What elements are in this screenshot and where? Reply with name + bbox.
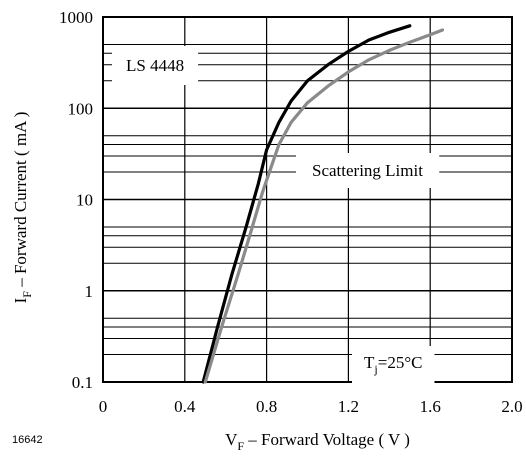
x-tick-label: 0.8 <box>256 397 277 416</box>
x-axis-label-main: V <box>225 430 238 449</box>
scattering-limit-label: Scattering Limit <box>312 161 423 180</box>
device-annotation: LS 4448 <box>112 46 199 85</box>
y-axis-label-rest: – Forward Current ( mA ) <box>11 112 30 291</box>
y-tick-labels: 0.1 1 10 100 1000 <box>59 8 93 392</box>
x-tick-label: 1.2 <box>338 397 359 416</box>
y-axis-label-main: I <box>11 297 30 303</box>
x-tick-labels: 0 0.4 0.8 1.2 1.6 2.0 <box>99 397 523 416</box>
x-tick-label: 0 <box>99 397 108 416</box>
x-tick-label: 0.4 <box>174 397 196 416</box>
y-tick-label: 100 <box>68 99 94 118</box>
figure-number: 16642 <box>12 434 43 446</box>
y-tick-label: 1000 <box>59 8 93 27</box>
x-tick-label: 1.6 <box>420 397 441 416</box>
temperature-annotation: Tj=25°C <box>352 346 435 383</box>
scattering-annotation: Scattering Limit <box>296 153 440 188</box>
x-axis-label-sub: F <box>237 439 244 453</box>
y-axis-label: IF – Forward Current ( mA ) <box>11 112 34 304</box>
y-tick-label: 1 <box>85 282 94 301</box>
series-layer <box>201 24 445 384</box>
temperature-rest: =25°C <box>378 353 423 372</box>
x-axis-label: VF – Forward Voltage ( V ) <box>225 430 410 453</box>
temperature-sub: j <box>373 362 377 376</box>
x-tick-label: 2.0 <box>501 397 522 416</box>
x-axis-label-rest: – Forward Voltage ( V ) <box>244 430 410 449</box>
series-line-1 <box>201 24 412 384</box>
temperature-main: T <box>364 353 375 372</box>
y-tick-label: 10 <box>76 191 93 210</box>
grid <box>103 17 512 382</box>
temperature-label: Tj=25°C <box>364 353 422 376</box>
y-axis-label-sub: F <box>20 291 34 298</box>
series-line-2 <box>203 28 445 384</box>
plot-frame <box>102 16 513 383</box>
device-label: LS 4448 <box>126 56 184 75</box>
y-tick-label: 0.1 <box>72 373 93 392</box>
